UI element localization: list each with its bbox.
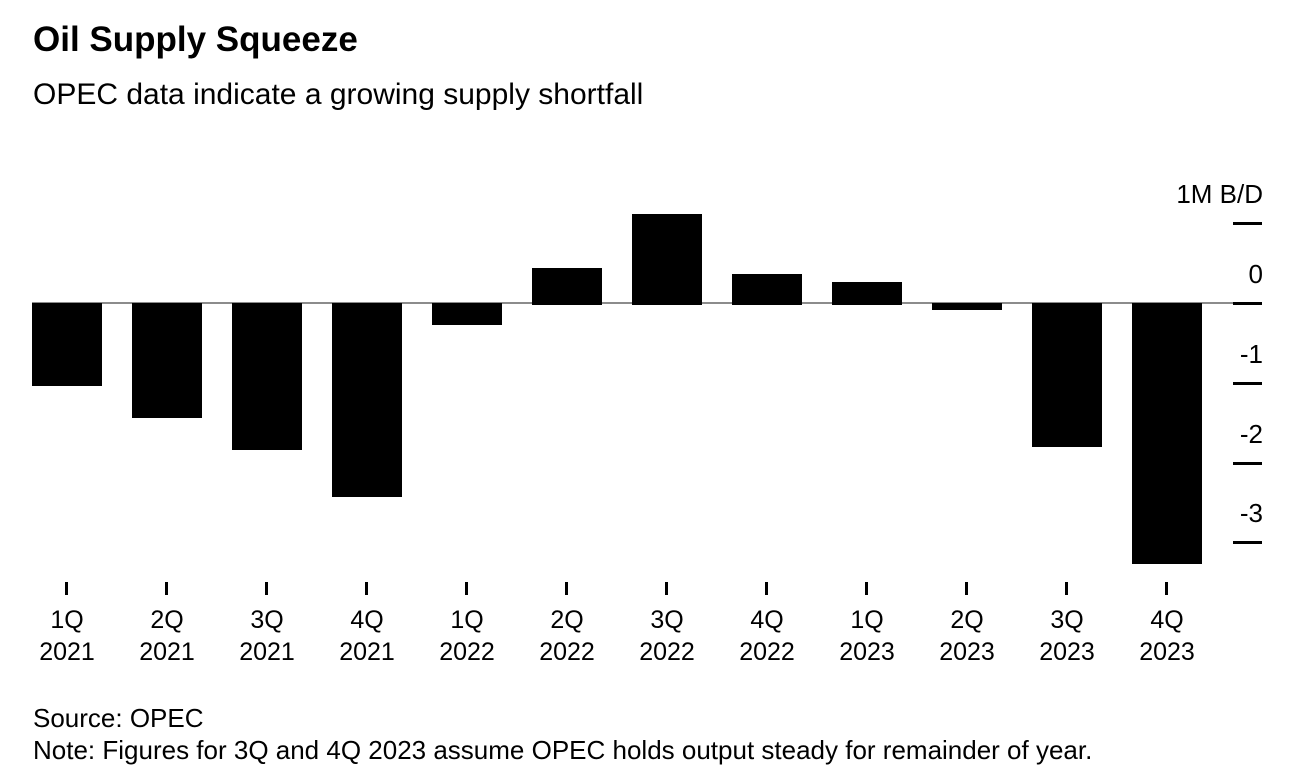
x-tick-label: 3Q 2023 [1007,604,1127,668]
x-tick [265,582,268,595]
y-tick-dash [1233,462,1262,465]
x-tick [465,582,468,595]
bar-1q-2023 [832,282,902,305]
x-tick [165,582,168,595]
quarter-label: 4Q [1150,606,1184,634]
bar-2q-2023 [932,303,1002,310]
quarter-label: 3Q [1050,606,1084,634]
x-tick-label: 3Q 2022 [607,604,727,668]
bar-1q-2022 [432,303,502,325]
year-label: 2023 [939,638,995,666]
year-label: 2021 [339,638,395,666]
bar-3q-2021 [232,303,302,450]
y-tick-dash [1233,222,1262,225]
y-tick-label: 0 [1248,259,1263,289]
quarter-label: 1Q [50,606,84,634]
year-label: 2023 [1139,638,1195,666]
quarter-label: 2Q [150,606,184,634]
x-tick [1165,582,1168,595]
quarter-label: 1Q [850,606,884,634]
x-tick [665,582,668,595]
x-tick-label: 1Q 2023 [807,604,927,668]
year-label: 2023 [1039,638,1095,666]
x-tick-label: 2Q 2023 [907,604,1027,668]
note-text: Note: Figures for 3Q and 4Q 2023 assume … [33,735,1093,765]
bar-1q-2021 [32,303,102,386]
x-tick-label: 1Q 2021 [7,604,127,668]
bar-4q-2021 [332,303,402,497]
x-tick [765,582,768,595]
x-tick-label: 2Q 2022 [507,604,627,668]
y-axis-unit-label: 1M B/D [1176,179,1263,209]
year-label: 2021 [139,638,195,666]
quarter-label: 4Q [350,606,384,634]
y-tick-label: -3 [1239,498,1263,528]
x-tick-label: 4Q 2021 [307,604,427,668]
bar-3q-2022 [632,214,702,305]
y-tick-label: -2 [1239,419,1263,449]
x-tick-label: 3Q 2021 [207,604,327,668]
year-label: 2022 [639,638,695,666]
bar-4q-2023 [1132,303,1202,564]
quarter-label: 3Q [250,606,284,634]
bar-4q-2022 [732,274,802,305]
chart-title: Oil Supply Squeeze [33,20,358,59]
bar-2q-2022 [532,268,602,305]
y-tick-dash [1233,541,1262,544]
year-label: 2022 [739,638,795,666]
year-label: 2023 [839,638,895,666]
chart-subtitle: OPEC data indicate a growing supply shor… [33,78,644,111]
quarter-label: 1Q [450,606,484,634]
year-label: 2021 [239,638,295,666]
x-tick [65,582,68,595]
year-label: 2022 [539,638,595,666]
year-label: 2021 [39,638,95,666]
x-tick [1065,582,1068,595]
y-tick-label: -1 [1239,339,1263,369]
x-tick-label: 4Q 2023 [1107,604,1227,668]
x-tick [365,582,368,595]
quarter-label: 2Q [550,606,584,634]
x-tick-label: 2Q 2021 [107,604,227,668]
x-tick [865,582,868,595]
x-tick [565,582,568,595]
x-tick [965,582,968,595]
x-tick-label: 4Q 2022 [707,604,827,668]
source-text: Source: OPEC [33,703,204,733]
x-tick-label: 1Q 2022 [407,604,527,668]
bar-2q-2021 [132,303,202,418]
quarter-label: 2Q [950,606,984,634]
bar-3q-2023 [1032,303,1102,447]
y-tick-dash [1233,382,1262,385]
quarter-label: 3Q [650,606,684,634]
y-tick-dash [1233,302,1262,305]
quarter-label: 4Q [750,606,784,634]
year-label: 2022 [439,638,495,666]
